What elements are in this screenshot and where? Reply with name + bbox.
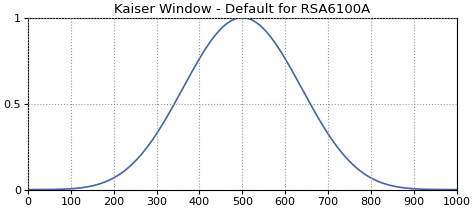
- Title: Kaiser Window - Default for RSA6100A: Kaiser Window - Default for RSA6100A: [114, 4, 370, 16]
